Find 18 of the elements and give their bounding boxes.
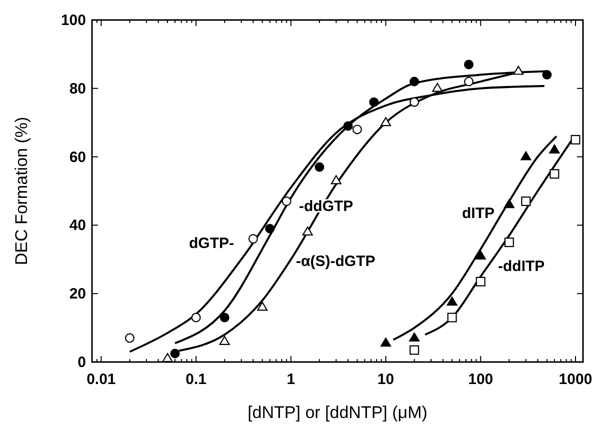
annotation: -ddITP — [498, 258, 545, 275]
x-tick-label: 0.01 — [86, 371, 116, 388]
y-tick-label: 80 — [69, 80, 86, 98]
x-axis-title: [dNTP] or [ddNTP] (μM) — [248, 403, 428, 422]
annotation: dGTP- — [189, 235, 234, 252]
x-tick-label: 100 — [468, 371, 494, 388]
x-tick-label: 10 — [377, 371, 394, 388]
y-tick-label: 20 — [69, 286, 86, 303]
annotation: -α(S)-dGTP — [296, 253, 376, 270]
y-tick-label: 0 — [78, 354, 86, 371]
y-axis-title: DEC Formation (%) — [12, 116, 31, 266]
annotation: dITP — [462, 205, 494, 222]
y-tick-label: 60 — [69, 148, 86, 166]
x-tick-label: 1 — [286, 371, 296, 388]
x-tick-label: 1000 — [558, 371, 592, 388]
x-tick-label: 0.1 — [186, 371, 206, 388]
y-tick-label: 40 — [69, 217, 86, 234]
y-tick-label: 100 — [60, 12, 86, 29]
